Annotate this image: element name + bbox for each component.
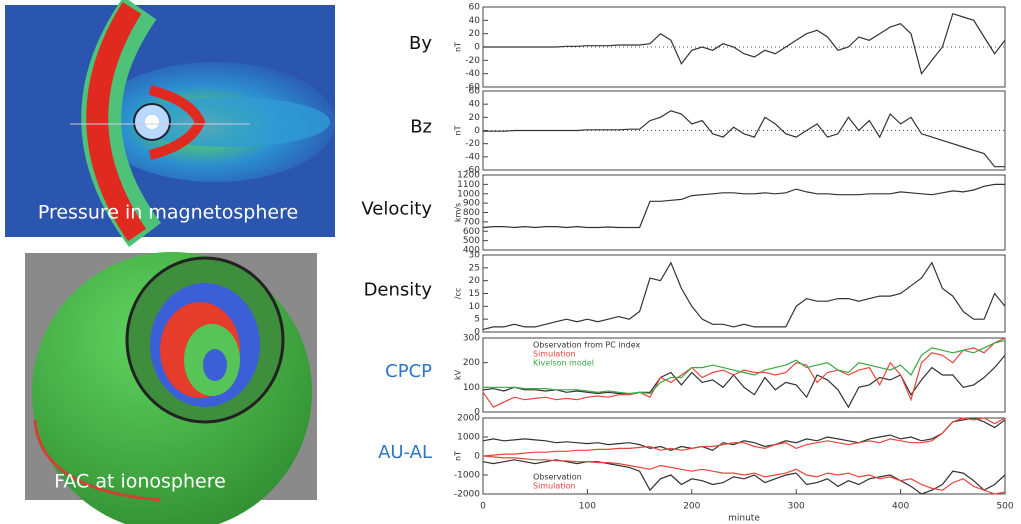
x-axis-label: minute (728, 514, 760, 524)
y-tick-label: -40 (465, 152, 480, 162)
y-tick-label: 1100 (457, 180, 480, 190)
y-tick-label: 1200 (457, 171, 480, 181)
y-tick-label: -1000 (454, 471, 480, 481)
y-tick-label: 0 (474, 408, 480, 418)
y-tick-label: 40 (469, 16, 481, 26)
y-tick-label: 0 (474, 328, 480, 338)
data-line (483, 339, 1006, 395)
legend-entry: Observation from PC index (533, 341, 641, 350)
y-unit: nT (454, 42, 463, 52)
data-line (482, 459, 1006, 495)
y-tick-label: -40 (465, 69, 480, 79)
panel-label: CPCP (385, 361, 432, 382)
y-tick-label: 20 (469, 276, 481, 286)
y-unit: kV (454, 369, 463, 380)
y-tick-label: 5 (474, 315, 480, 325)
x-tick-label: 400 (892, 502, 909, 512)
data-line (482, 183, 1005, 229)
y-unit: km/s (454, 203, 463, 222)
y-unit: nT (454, 125, 463, 135)
data-line (483, 12, 1006, 76)
y-tick-label: 0 (474, 126, 480, 136)
panel-label: Bz (410, 117, 432, 138)
y-tick-label: 200 (463, 358, 480, 368)
y-tick-label: 700 (463, 217, 480, 227)
plot-frame (482, 337, 1006, 413)
y-tick-label: 0 (474, 43, 480, 53)
panel-label: Velocity (361, 199, 432, 220)
data-line (482, 417, 1006, 451)
legend-entry: Kivelson model (533, 359, 594, 368)
image-caption: Pressure in magnetosphere (38, 202, 298, 224)
x-tick-label: 0 (480, 502, 486, 512)
legend-entry: Simulation (533, 482, 576, 491)
y-tick-label: 20 (469, 29, 481, 39)
y-tick-label: 60 (469, 87, 481, 97)
data-line (482, 337, 1006, 408)
plot-frame (482, 174, 1006, 251)
y-tick-label: -20 (465, 139, 480, 149)
y-tick-label: -60 (465, 166, 480, 176)
y-tick-label: 15 (469, 289, 480, 299)
panel-label: Density (364, 280, 433, 301)
data-line (482, 261, 1006, 330)
y-tick-label: -2000 (454, 490, 480, 500)
y-tick-label: 400 (463, 246, 480, 256)
data-line (482, 354, 1006, 409)
y-tick-label: 0 (474, 452, 480, 462)
y-tick-label: 2000 (457, 414, 480, 424)
x-tick-label: 200 (683, 502, 700, 512)
y-tick-label: 1000 (457, 433, 480, 443)
y-tick-label: 20 (469, 113, 481, 123)
ionosphere-image: FAC at ionosphere (25, 252, 317, 524)
legend-entry: Simulation (533, 350, 576, 359)
y-tick-label: 100 (463, 383, 480, 393)
y-tick-label: 10 (469, 302, 481, 312)
y-tick-label: 600 (463, 227, 480, 237)
y-tick-label: 1000 (457, 189, 480, 199)
y-tick-label: 30 (469, 251, 481, 261)
y-tick-label: 300 (463, 334, 480, 344)
data-line (483, 110, 1005, 168)
x-tick-label: 100 (579, 502, 596, 512)
y-tick-label: -60 (465, 83, 480, 93)
magnetosphere-image: Pressure in magnetosphere (5, 0, 335, 248)
image-caption: FAC at ionosphere (54, 471, 226, 493)
x-tick-label: 500 (996, 502, 1013, 512)
y-tick-label: 40 (469, 100, 481, 110)
data-line (482, 455, 1006, 495)
data-line (482, 417, 1006, 457)
y-tick-label: -20 (465, 56, 480, 66)
x-tick-label: 300 (788, 502, 805, 512)
legend-entry: Observation (533, 473, 582, 482)
y-tick-label: 60 (469, 3, 481, 13)
y-unit: nT (454, 451, 463, 461)
y-tick-label: 900 (463, 199, 480, 209)
y-tick-label: 800 (463, 208, 480, 218)
y-unit: /cc (454, 288, 463, 300)
panel-label: AU-AL (378, 442, 432, 463)
y-tick-label: 25 (469, 263, 480, 273)
panel-label: By (409, 33, 432, 54)
y-tick-label: 500 (463, 236, 480, 246)
